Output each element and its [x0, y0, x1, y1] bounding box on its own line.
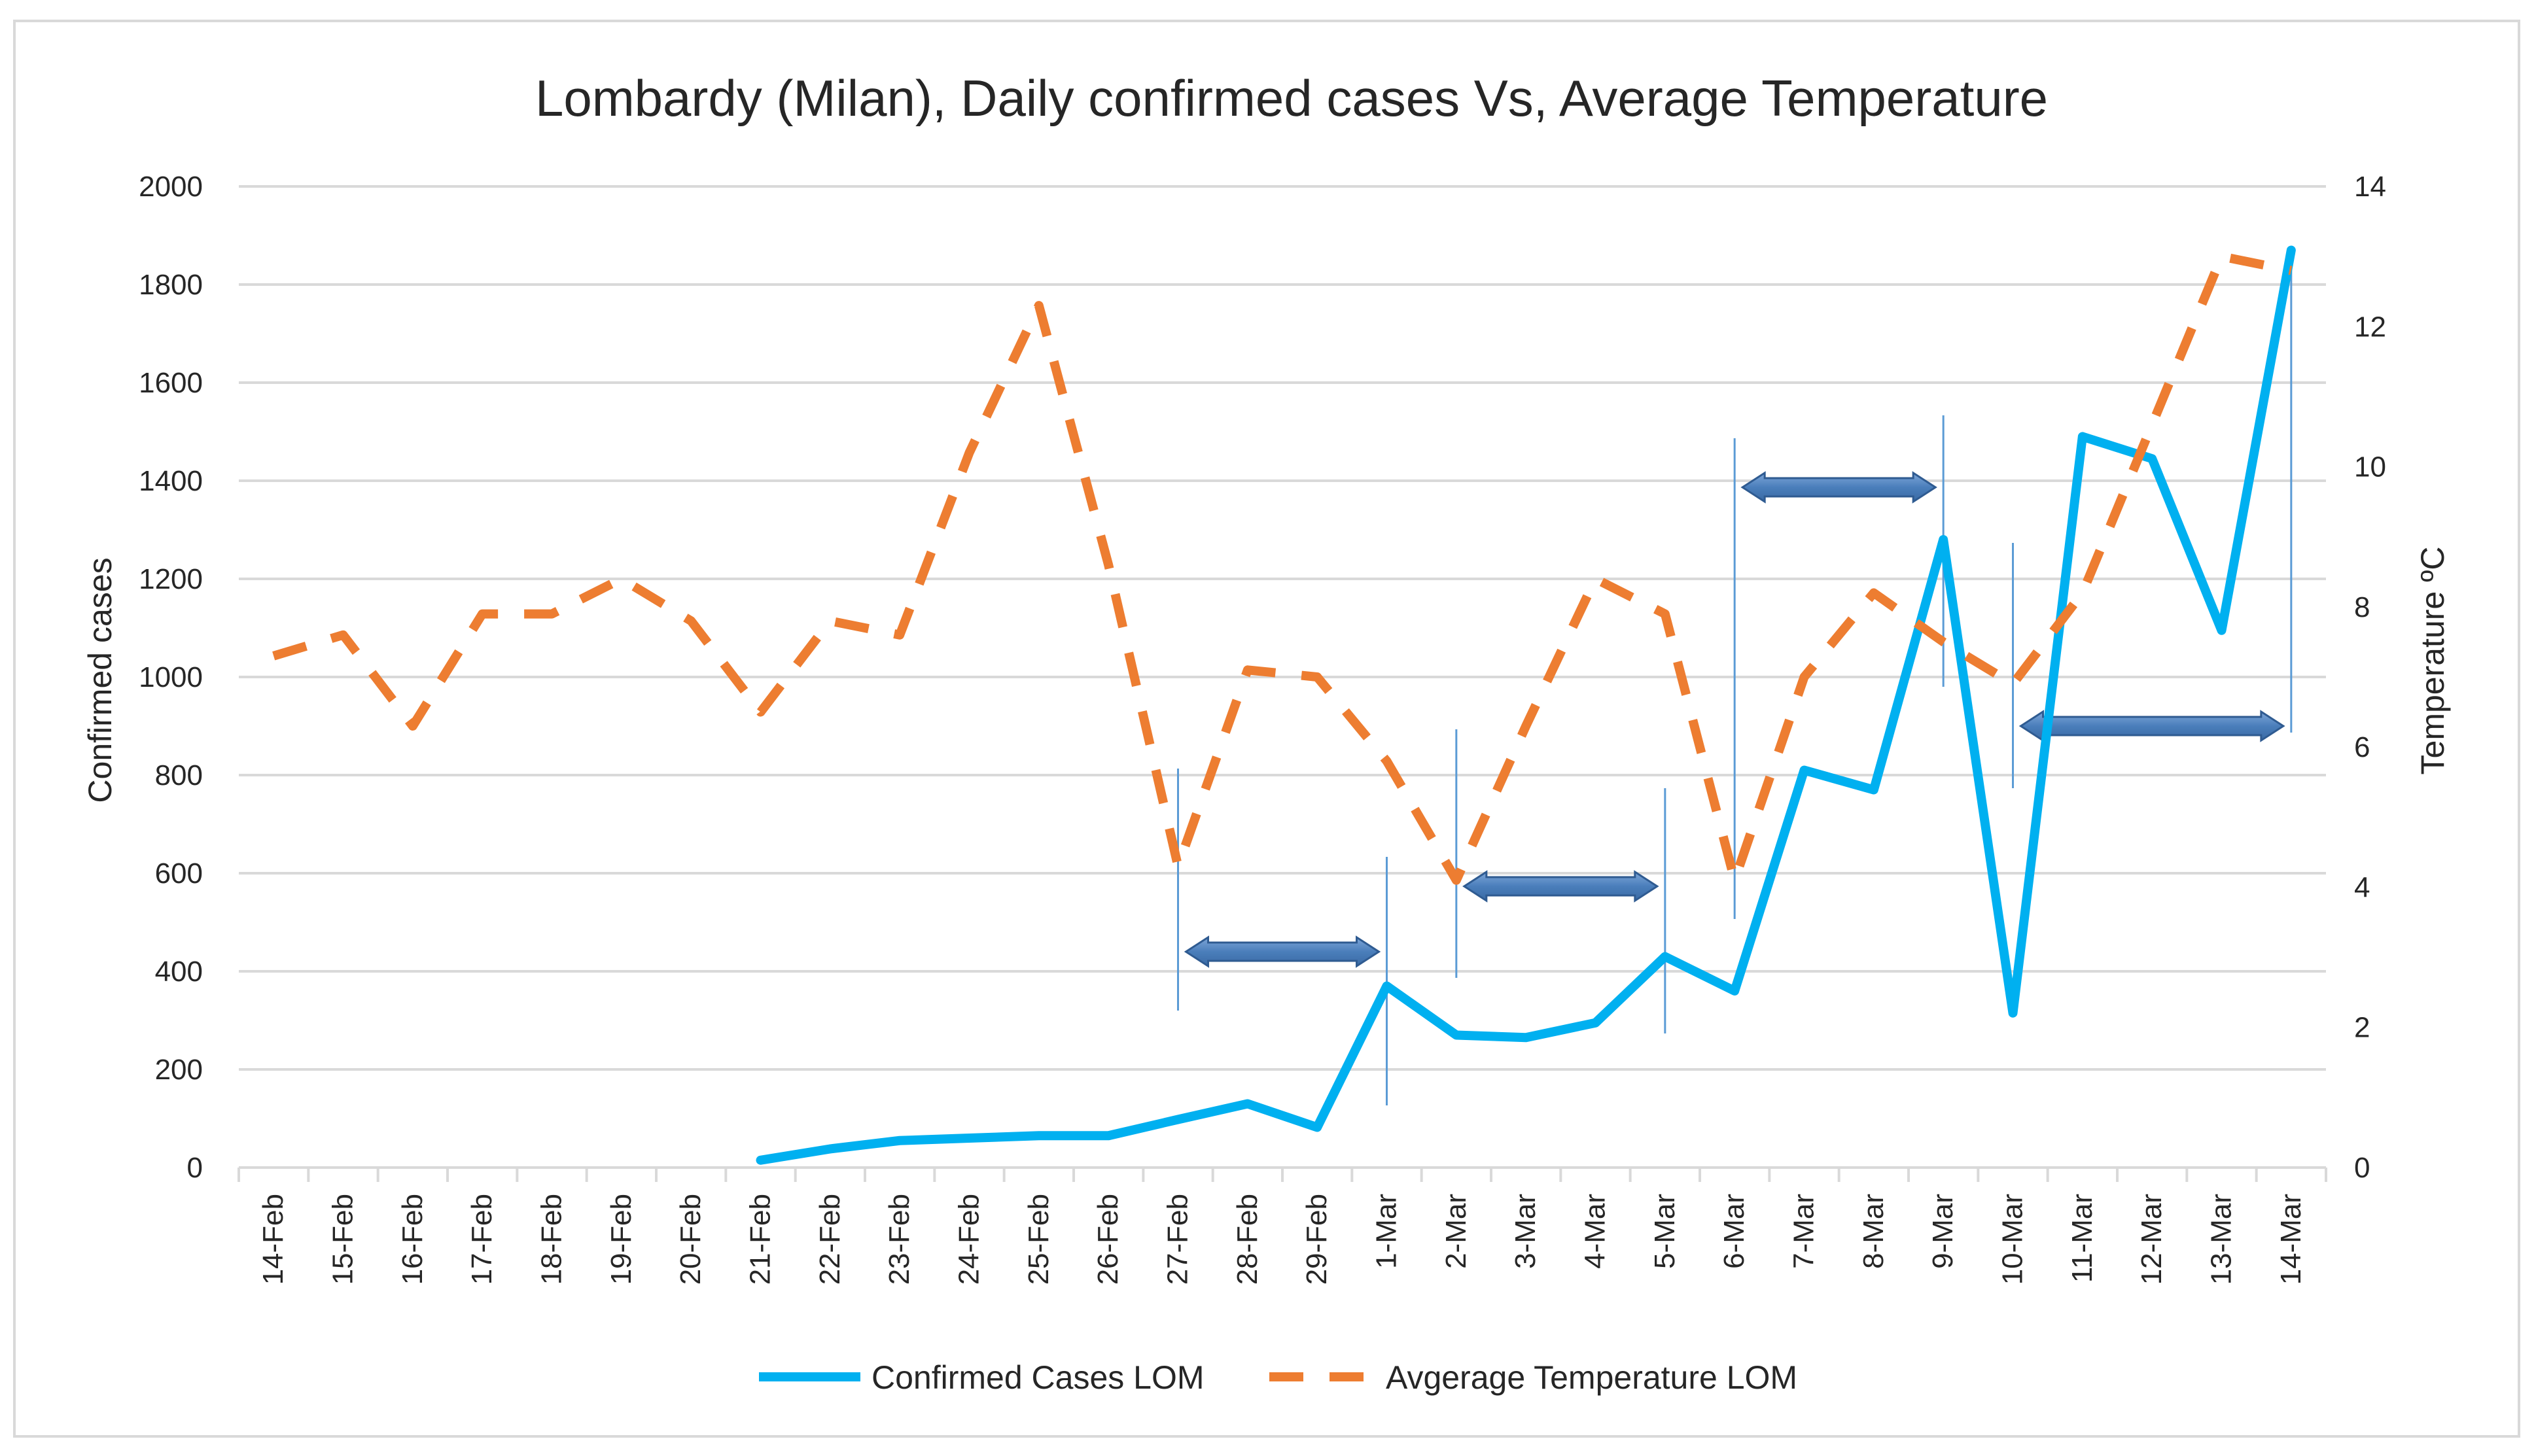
double-arrow-annotation [2018, 710, 2285, 742]
y-tick-label: 200 [155, 1054, 203, 1086]
y-tick-label: 0 [187, 1152, 203, 1184]
y-axis-title: Confirmed cases [82, 557, 118, 803]
x-tick-label: 6-Mar [1718, 1194, 1750, 1269]
legend-label-temperature: Avgerage Temperature LOM [1386, 1359, 1797, 1396]
y-tick-label: 1200 [139, 563, 203, 595]
y-tick-label: 800 [155, 759, 203, 791]
chart-title: Lombardy (Milan), Daily confirmed cases … [535, 69, 2048, 127]
y2-tick-label: 8 [2354, 591, 2370, 623]
left-axis-ticks: 0 200 400 600 800 1000 1200 1400 1600 1800 2000 [139, 171, 203, 1184]
x-tick-label: 18-Feb [536, 1194, 568, 1285]
x-tick-label: 5-Mar [1649, 1194, 1681, 1269]
x-axis-ticks: 14-Feb 15-Feb 16-Feb 17-Feb 18-Feb 19-Feb 20-F… [257, 1194, 2307, 1285]
right-axis-ticks: 0 2 4 6 8 10 12 14 [2354, 171, 2386, 1184]
x-tick-label: 24-Feb [953, 1194, 985, 1285]
x-tick-label: 17-Feb [466, 1194, 498, 1285]
x-tick-label: 19-Feb [605, 1194, 637, 1285]
x-tick-label: 7-Mar [1788, 1194, 1820, 1269]
y2-tick-label: 0 [2354, 1152, 2370, 1184]
x-tick-label: 16-Feb [396, 1194, 429, 1285]
confirmed-cases-line [756, 245, 2296, 1165]
x-tick-label: 10-Mar [1997, 1194, 2029, 1285]
y2-tick-label: 10 [2354, 451, 2386, 483]
x-tick-label: 29-Feb [1301, 1194, 1333, 1285]
x-tick-label: 26-Feb [1092, 1194, 1124, 1285]
y2-tick-label: 12 [2354, 311, 2386, 343]
y2-tick-label: 2 [2354, 1012, 2370, 1044]
y-tick-label: 1600 [139, 367, 203, 399]
y-tick-label: 1400 [139, 465, 203, 497]
y-tick-label: 1000 [139, 661, 203, 693]
x-tick-label: 14-Mar [2275, 1194, 2307, 1285]
annotations [1177, 252, 2293, 1105]
x-tick-label: 14-Feb [257, 1194, 289, 1285]
y-tick-label: 400 [155, 956, 203, 988]
x-tick-label: 25-Feb [1023, 1194, 1055, 1285]
x-tick-label: 1-Mar [1371, 1194, 1403, 1269]
x-tick-label: 12-Mar [2136, 1194, 2168, 1285]
x-tick-label: 23-Feb [883, 1194, 915, 1285]
series-layer [272, 245, 2296, 1165]
x-tick-label: 15-Feb [327, 1194, 359, 1285]
y2-tick-label: 4 [2354, 871, 2370, 903]
x-tick-label: 4-Mar [1579, 1194, 1611, 1269]
x-tick-label: 13-Mar [2206, 1194, 2238, 1285]
x-tick-label: 11-Mar [2066, 1194, 2098, 1283]
double-arrow-annotation [1740, 471, 1937, 504]
x-tick-label: 3-Mar [1509, 1194, 1541, 1269]
x-tick-label: 27-Feb [1162, 1194, 1194, 1285]
y-tick-label: 2000 [139, 171, 203, 203]
y2-tick-label: 14 [2354, 171, 2386, 203]
x-tick-label: 22-Feb [814, 1194, 846, 1285]
double-arrow-annotation [1462, 870, 1659, 903]
x-tick-label: 21-Feb [745, 1194, 777, 1285]
x-tick-label: 28-Feb [1231, 1194, 1263, 1285]
x-tick-label: 20-Feb [675, 1194, 707, 1285]
y2-tick-label: 6 [2354, 731, 2370, 763]
legend-label-confirmed-cases: Confirmed Cases LOM [872, 1359, 1205, 1396]
x-tick-label: 8-Mar [1858, 1194, 1890, 1269]
temperature-line [272, 252, 2293, 885]
double-arrow-annotation [1184, 935, 1381, 968]
y2-axis-title: Temperature ºC [2414, 547, 2451, 775]
x-tick-label: 2-Mar [1440, 1194, 1472, 1269]
x-tick-label: 9-Mar [1927, 1194, 1959, 1269]
gridlines [238, 185, 2327, 1182]
y-tick-label: 600 [155, 858, 203, 890]
y-tick-label: 1800 [139, 269, 203, 301]
legend: Confirmed Cases LOM Avgerage Temperature … [759, 1359, 1797, 1396]
